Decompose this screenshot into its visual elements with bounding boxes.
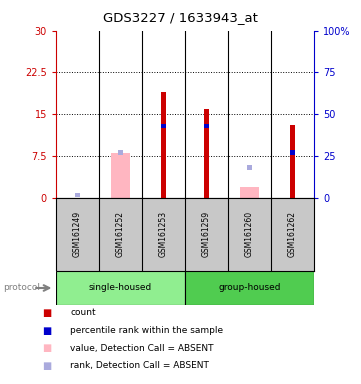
Bar	[185, 271, 314, 305]
Bar	[247, 166, 252, 170]
Text: ■: ■	[42, 343, 52, 353]
Text: value, Detection Call = ABSENT: value, Detection Call = ABSENT	[70, 344, 214, 353]
Bar	[75, 193, 80, 197]
Text: GSM161260: GSM161260	[245, 211, 254, 257]
Bar	[204, 124, 209, 128]
Bar	[111, 153, 130, 198]
Text: GSM161262: GSM161262	[288, 211, 297, 257]
Bar	[290, 125, 295, 198]
Bar	[56, 271, 185, 305]
Text: GSM161249: GSM161249	[73, 211, 82, 257]
Bar	[161, 124, 166, 128]
Bar	[290, 151, 295, 155]
Text: rank, Detection Call = ABSENT: rank, Detection Call = ABSENT	[70, 361, 209, 371]
Text: group-housed: group-housed	[218, 283, 281, 293]
Text: GSM161253: GSM161253	[159, 211, 168, 257]
Bar	[204, 109, 209, 198]
Text: GSM161252: GSM161252	[116, 211, 125, 257]
Text: ■: ■	[42, 326, 52, 336]
Text: GSM161259: GSM161259	[202, 211, 211, 257]
Bar	[161, 92, 166, 198]
Text: count: count	[70, 308, 96, 318]
Text: single-housed: single-housed	[89, 283, 152, 293]
Text: percentile rank within the sample: percentile rank within the sample	[70, 326, 223, 335]
Text: GDS3227 / 1633943_at: GDS3227 / 1633943_at	[103, 11, 258, 24]
Text: protocol: protocol	[4, 283, 40, 293]
Text: ■: ■	[42, 361, 52, 371]
Text: ■: ■	[42, 308, 52, 318]
Bar	[240, 187, 259, 198]
Bar	[118, 151, 123, 155]
